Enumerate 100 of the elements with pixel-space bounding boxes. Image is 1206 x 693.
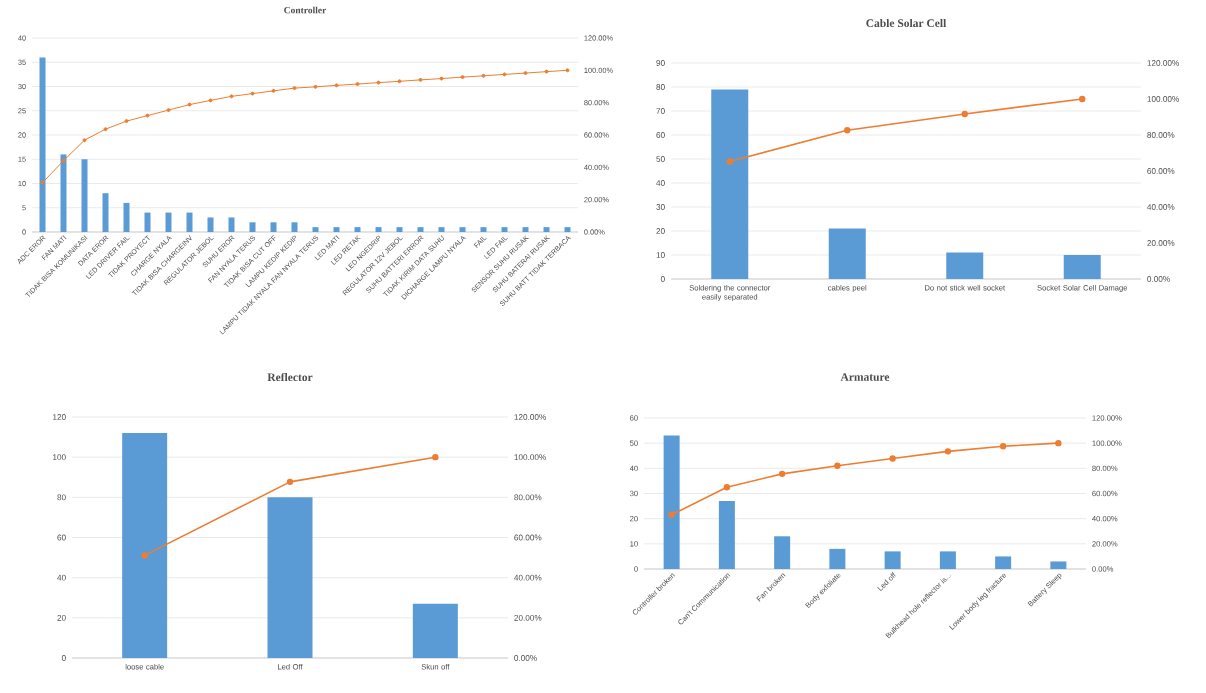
point: [502, 72, 507, 77]
y2-tick-label: 80.00%: [1147, 132, 1175, 138]
y2-tick-label: 0.00%: [1147, 276, 1170, 282]
bar: [522, 227, 529, 232]
y-tick-label: 80: [656, 84, 665, 90]
bar: [333, 227, 340, 232]
point: [523, 71, 528, 76]
point: [334, 83, 339, 88]
point: [313, 84, 318, 89]
y2-tick-label: 120.00%: [1147, 60, 1179, 66]
point: [460, 75, 465, 80]
y2-tick-label: 40.00%: [1147, 204, 1175, 210]
y-tick-label: 40: [656, 180, 665, 186]
bar: [828, 228, 866, 279]
bar: [412, 603, 458, 658]
point: [292, 86, 297, 91]
y2-tick-label: 40.00%: [514, 574, 542, 581]
point: [187, 102, 192, 107]
y-tick-label: 40: [57, 574, 66, 581]
bar: [417, 227, 424, 232]
chart-title: Controller: [284, 6, 327, 14]
bar: [829, 548, 846, 569]
bar: [144, 212, 151, 232]
y2-tick-label: 100.00%: [514, 454, 546, 461]
bar: [438, 227, 445, 232]
y2-tick-label: 100.00%: [1147, 96, 1179, 102]
point: [668, 511, 675, 518]
y2-tick-label: 120.00%: [514, 414, 546, 420]
y-tick-label: 10: [656, 252, 665, 258]
point: [723, 484, 731, 491]
point: [271, 88, 276, 93]
bar: [375, 227, 382, 232]
point: [844, 127, 851, 134]
point: [103, 127, 108, 132]
bar: [459, 227, 466, 232]
point: [778, 470, 786, 478]
point: [1055, 439, 1062, 447]
point: [565, 68, 570, 73]
y-tick-label: 50: [656, 156, 665, 162]
y2-tick-label: 60.00%: [514, 534, 542, 541]
bar: [228, 217, 235, 232]
bar: [946, 252, 984, 279]
point: [999, 442, 1007, 450]
bar: [718, 501, 735, 569]
chart-title: Reflector: [267, 372, 313, 382]
bar: [939, 551, 956, 569]
point: [82, 138, 87, 143]
bar: [267, 497, 313, 658]
point: [432, 453, 439, 461]
y-tick-label: 100: [53, 454, 66, 461]
y2-tick-label: 80.00%: [514, 494, 542, 501]
y-tick-label: 0: [660, 276, 665, 282]
point: [961, 110, 968, 118]
bar: [270, 222, 277, 232]
point: [944, 448, 952, 455]
y2-tick-label: 20.00%: [514, 614, 542, 621]
y-tick-label: 20: [656, 228, 665, 234]
y-tick-label: 20: [57, 614, 66, 621]
y-tick-label: 80: [57, 494, 66, 501]
bar: [663, 435, 680, 569]
bar: [884, 551, 901, 569]
bar: [774, 536, 791, 569]
point: [145, 113, 150, 118]
bar: [1050, 561, 1067, 569]
bar: [39, 57, 46, 232]
chart-title: Armature: [840, 373, 890, 381]
point: [250, 91, 255, 96]
point: [1079, 95, 1086, 103]
bar: [1063, 255, 1101, 279]
point: [544, 69, 549, 74]
bar: [995, 556, 1012, 569]
bar: [60, 154, 67, 232]
point: [208, 98, 213, 103]
point: [397, 79, 402, 84]
bar: [123, 202, 130, 232]
point: [166, 108, 171, 113]
point: [124, 119, 129, 124]
bar: [480, 227, 487, 232]
point: [889, 455, 896, 462]
bar: [186, 212, 193, 232]
bar: [396, 227, 403, 232]
y2-tick-label: 20.00%: [1147, 240, 1175, 246]
bar: [249, 222, 256, 232]
point: [726, 158, 733, 165]
y-tick-label: 70: [656, 108, 665, 114]
y-tick-label: 60: [656, 132, 665, 138]
y2-tick-label: 60.00%: [1147, 168, 1175, 174]
point: [439, 76, 444, 81]
y2-tick-label: 0.00%: [514, 655, 537, 661]
point: [61, 158, 66, 163]
bar: [165, 212, 172, 232]
point: [418, 77, 423, 82]
bar: [711, 89, 749, 279]
point: [834, 462, 841, 469]
point: [286, 478, 294, 486]
bar: [291, 222, 298, 232]
bar: [543, 227, 550, 232]
chart-title: Cable Solar Cell: [866, 18, 947, 28]
y-tick-label: 0: [61, 655, 66, 661]
point: [376, 80, 381, 85]
